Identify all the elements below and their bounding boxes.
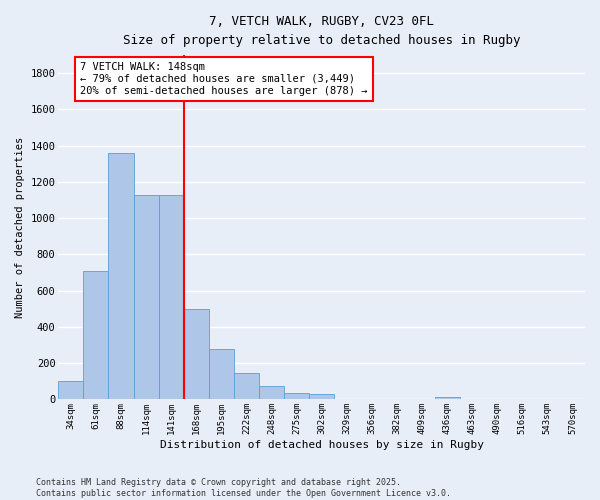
Bar (209, 348, 234, 400)
X-axis label: Distribution of detached houses by size in Rugby: Distribution of detached houses by size … (160, 440, 484, 450)
Bar (109, 153, 134, 400)
Bar (434, 396, 460, 400)
Bar (83, 271, 109, 400)
Bar (309, 394, 334, 400)
Bar (284, 393, 309, 400)
Text: Contains HM Land Registry data © Crown copyright and database right 2025.
Contai: Contains HM Land Registry data © Crown c… (36, 478, 451, 498)
Title: 7, VETCH WALK, RUGBY, CV23 0FL
Size of property relative to detached houses in R: 7, VETCH WALK, RUGBY, CV23 0FL Size of p… (123, 15, 520, 47)
Y-axis label: Number of detached properties: Number of detached properties (15, 136, 25, 318)
Bar (134, 194, 158, 400)
Bar (259, 386, 284, 400)
Text: 7 VETCH WALK: 148sqm
← 79% of detached houses are smaller (3,449)
20% of semi-de: 7 VETCH WALK: 148sqm ← 79% of detached h… (80, 62, 368, 96)
Bar (234, 373, 259, 400)
Bar (58, 382, 83, 400)
Bar (184, 309, 209, 400)
Bar (158, 194, 184, 400)
